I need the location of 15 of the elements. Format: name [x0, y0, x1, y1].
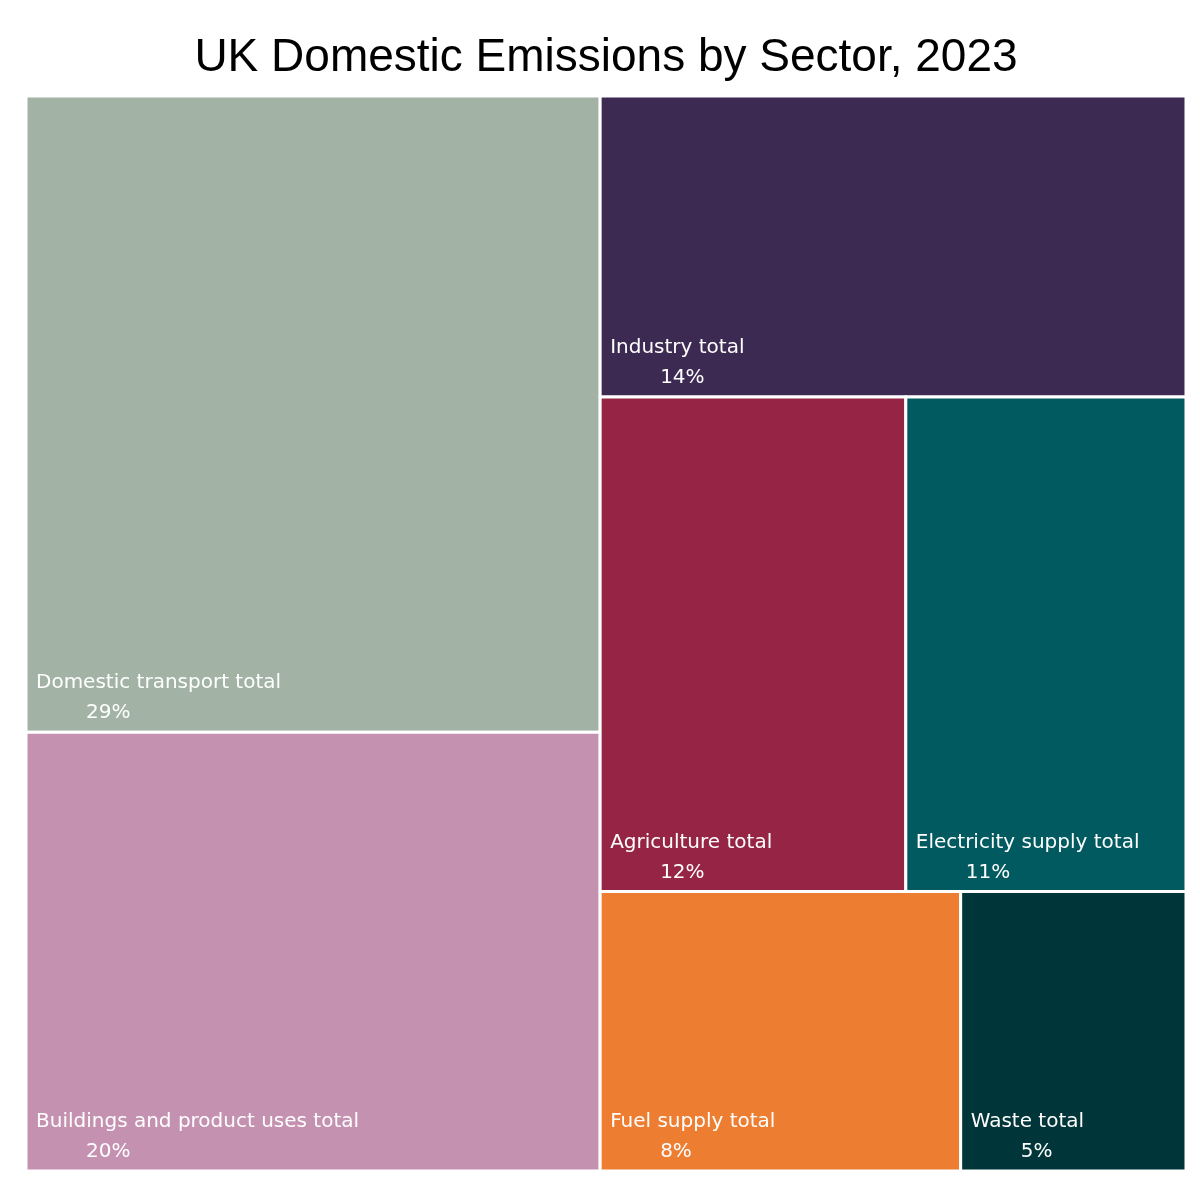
- data-label: 5%: [1020, 1138, 1053, 1162]
- data-label: 11%: [965, 858, 1011, 883]
- category-label: Waste total: [970, 1108, 1085, 1132]
- category-label: Industry total: [610, 334, 745, 358]
- category-label: Domestic transport total: [36, 669, 282, 694]
- data-label: 20%: [86, 1138, 131, 1162]
- data-label: 8%: [660, 1138, 692, 1162]
- data-label: 12%: [660, 858, 705, 883]
- category-label: Electricity supply total: [915, 828, 1140, 853]
- category-label: Buildings and product uses total: [36, 1108, 360, 1132]
- data-label: 29%: [86, 699, 131, 724]
- text: UK Domestic Emissions by Sector, 2023: [194, 28, 1018, 81]
- category-label: Agriculture total: [610, 828, 773, 853]
- data-label: 14%: [660, 364, 705, 388]
- category-label: Fuel supply total: [610, 1108, 776, 1132]
